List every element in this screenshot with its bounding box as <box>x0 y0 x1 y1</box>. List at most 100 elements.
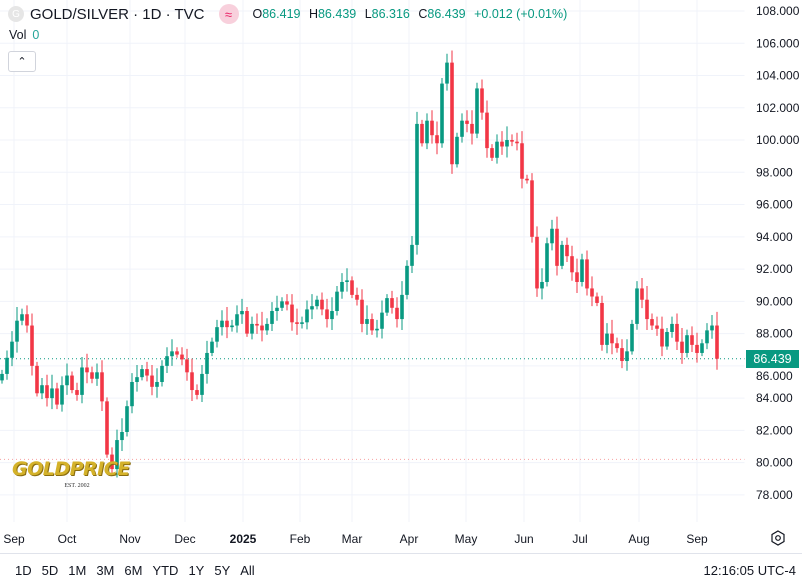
candle-up <box>305 309 309 323</box>
candle-up <box>275 307 279 312</box>
x-tick-label: Aug <box>628 532 649 546</box>
candle-up <box>80 367 84 395</box>
candle-up <box>205 352 209 374</box>
candle-up <box>300 322 304 324</box>
candle-up <box>15 320 19 342</box>
candle-up <box>545 243 549 282</box>
collapse-legend-button[interactable]: ⌃ <box>8 51 36 72</box>
range-6m[interactable]: 6M <box>124 562 143 578</box>
candle-down <box>575 272 579 282</box>
candle-down <box>75 390 79 395</box>
candle-down <box>555 228 559 266</box>
candle-down <box>465 120 469 124</box>
y-tick-label: 96.000 <box>756 198 793 212</box>
candle-up <box>20 314 24 321</box>
candle-up <box>635 288 639 324</box>
candle-up <box>315 299 319 307</box>
candle-down <box>150 375 154 387</box>
candle-down <box>660 328 664 347</box>
candle-up <box>115 440 119 470</box>
candle-down <box>145 369 149 376</box>
candle-up <box>155 381 159 387</box>
candle-up <box>60 385 64 405</box>
candle-down <box>480 88 484 113</box>
bottom-toolbar: 1D 5D 1M 3M 6M YTD 1Y 5Y All 12:16:05 UTC-4 <box>0 553 802 586</box>
candle-down <box>600 302 604 345</box>
candle-down <box>430 120 434 136</box>
candle-down <box>715 325 719 359</box>
x-tick-label: Dec <box>174 532 195 546</box>
candle-down <box>320 299 324 310</box>
range-1y[interactable]: 1Y <box>188 562 205 578</box>
y-tick-label: 94.000 <box>756 230 793 244</box>
clock[interactable]: 12:16:05 UTC-4 <box>703 563 797 578</box>
candle-up <box>365 319 369 324</box>
candle-up <box>700 343 704 353</box>
candle-down <box>105 401 109 455</box>
y-tick-label: 98.000 <box>756 165 793 179</box>
range-1m[interactable]: 1M <box>68 562 87 578</box>
last-price-label: 86.439 <box>746 350 799 368</box>
candle-down <box>110 454 114 470</box>
range-buttons: 1D 5D 1M 3M 6M YTD 1Y 5Y All <box>0 563 255 578</box>
candle-down <box>30 325 34 366</box>
candle-down <box>450 62 454 165</box>
candle-up <box>200 373 204 395</box>
candle-down <box>390 298 394 308</box>
candle-down <box>190 372 194 391</box>
volume-label: Vol <box>9 28 27 42</box>
candle-up <box>475 88 479 134</box>
candle-down <box>530 180 534 237</box>
candle-down <box>420 123 424 144</box>
symbol-title[interactable]: GOLD/SILVER · 1D · TVC <box>30 5 205 23</box>
x-tick-label: Mar <box>342 532 363 546</box>
settings-icon[interactable] <box>770 530 786 546</box>
candle-down <box>500 141 504 147</box>
range-all[interactable]: All <box>240 562 255 578</box>
candle-up <box>405 265 409 295</box>
candle-down <box>325 309 329 320</box>
candle-down <box>645 299 649 320</box>
range-5d[interactable]: 5D <box>41 562 59 578</box>
close-label: C <box>418 7 428 21</box>
candle-up <box>540 281 544 289</box>
candle-up <box>220 320 224 328</box>
open-value: 86.419 <box>262 7 301 21</box>
y-tick-label: 102.000 <box>756 101 800 115</box>
x-tick-label: Sep <box>3 532 25 546</box>
range-5y[interactable]: 5Y <box>214 562 231 578</box>
candle-down <box>350 280 354 295</box>
volume-legend: Vol 0 <box>9 28 39 42</box>
logo-text: GOLDPRICE <box>12 458 130 480</box>
candle-down <box>285 301 289 305</box>
candle-down <box>225 320 229 328</box>
candle-down <box>100 372 104 402</box>
price-chart[interactable]: Sep Oct Nov Dec 2025 Feb Mar Apr May Jun Jul Aug Sep… <box>0 0 802 553</box>
candle-up <box>210 341 214 353</box>
candle-down <box>690 335 694 345</box>
y-tick-label: 84.000 <box>756 391 793 405</box>
high-value: 86.439 <box>317 7 357 21</box>
candle-down <box>640 288 644 300</box>
candle-down <box>395 307 399 320</box>
range-3m[interactable]: 3M <box>96 562 115 578</box>
x-tick-label: Feb <box>290 532 311 546</box>
candle-down <box>260 325 264 331</box>
logo-est: EST. 2002 <box>64 483 90 489</box>
candle-up <box>425 120 429 144</box>
candle-up <box>40 385 44 394</box>
candle-down <box>180 354 184 360</box>
range-ytd[interactable]: YTD <box>152 562 179 578</box>
symbol-icon: G <box>8 6 24 22</box>
candle-up <box>460 120 464 137</box>
candle-down <box>245 311 249 334</box>
candle-up <box>375 328 379 331</box>
candle-up <box>445 62 449 84</box>
candle-up <box>455 136 459 165</box>
candle-up <box>380 312 384 329</box>
y-tick-label: 108.000 <box>756 4 800 18</box>
data-source-icon[interactable]: ≈ <box>218 4 239 24</box>
range-1d[interactable]: 1D <box>15 562 32 578</box>
candle-up <box>505 140 509 147</box>
candle-down <box>570 256 574 273</box>
